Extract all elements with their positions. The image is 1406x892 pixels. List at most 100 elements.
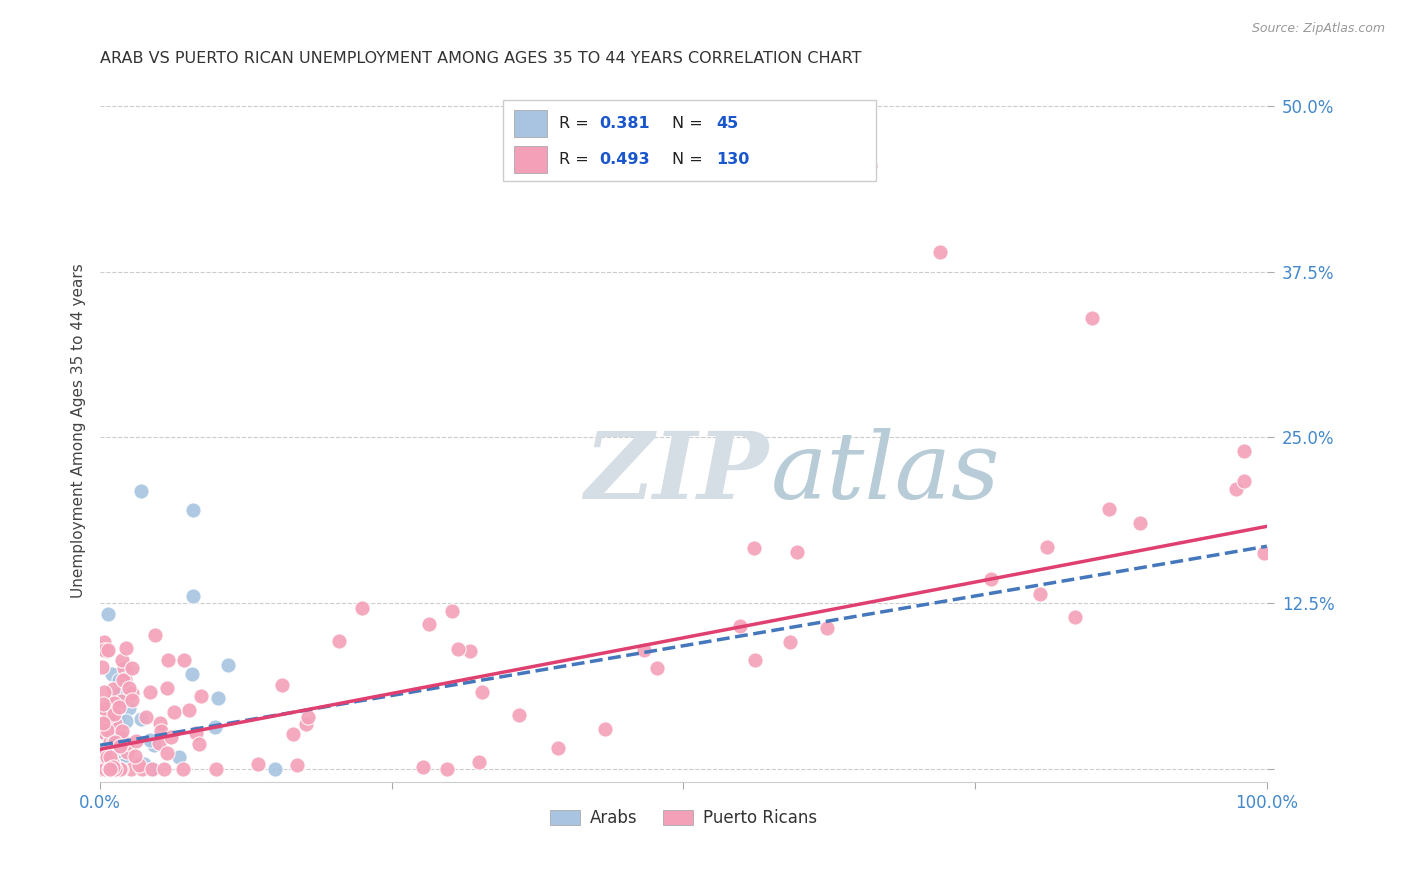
Point: [105, 762, 128, 776]
Point: [124, 749, 146, 764]
Point: [148, 736, 170, 750]
Point: [101, 666, 124, 681]
Text: Source: ZipAtlas.com: Source: ZipAtlas.com: [1251, 22, 1385, 36]
Text: ZIP: ZIP: [585, 428, 769, 518]
Point: [98, 739, 121, 754]
FancyBboxPatch shape: [503, 101, 876, 181]
Point: [264, 762, 287, 776]
Point: [350, 600, 373, 615]
Point: [105, 762, 128, 776]
Point: [297, 709, 319, 723]
Point: [90, 761, 112, 775]
Text: atlas: atlas: [770, 428, 1001, 518]
Point: [1129, 516, 1152, 531]
Point: [132, 756, 155, 771]
Point: [460, 644, 482, 658]
Text: ARAB VS PUERTO RICAN UNEMPLOYMENT AMONG AGES 35 TO 44 YEARS CORRELATION CHART: ARAB VS PUERTO RICAN UNEMPLOYMENT AMONG …: [100, 51, 862, 66]
Point: [97, 642, 120, 657]
Point: [117, 736, 139, 750]
Point: [742, 541, 765, 555]
Point: [190, 689, 212, 703]
Point: [114, 640, 136, 655]
Point: [114, 750, 136, 764]
Point: [98, 753, 121, 767]
Point: [1253, 546, 1275, 560]
Point: [90, 753, 112, 767]
Point: [815, 621, 838, 635]
Point: [149, 716, 172, 731]
Point: [91, 715, 114, 730]
Point: [96, 723, 118, 737]
Point: [98, 696, 121, 710]
Point: [217, 658, 239, 673]
Point: [129, 712, 152, 726]
Point: [103, 696, 125, 710]
Text: N =: N =: [672, 116, 707, 131]
Point: [471, 684, 494, 698]
Text: 130: 130: [716, 152, 749, 167]
Point: [121, 686, 143, 700]
Point: [93, 634, 115, 648]
Point: [110, 653, 132, 667]
Point: [129, 483, 152, 498]
Text: R =: R =: [558, 116, 593, 131]
Point: [1081, 311, 1104, 326]
Point: [156, 681, 179, 695]
Point: [744, 653, 766, 667]
Point: [96, 750, 118, 764]
Text: 45: 45: [716, 116, 738, 131]
Point: [93, 762, 115, 776]
Point: [859, 159, 882, 173]
Point: [143, 628, 166, 642]
Point: [131, 762, 153, 776]
Point: [156, 746, 179, 760]
Point: [105, 740, 128, 755]
Point: [111, 694, 134, 708]
Point: [90, 762, 112, 776]
Point: [283, 727, 305, 741]
Point: [91, 762, 114, 776]
Text: N =: N =: [672, 152, 707, 167]
Point: [101, 681, 124, 696]
Point: [1232, 443, 1254, 458]
Point: [181, 667, 204, 681]
Point: [115, 662, 138, 676]
Text: 0.381: 0.381: [599, 116, 650, 131]
Point: [779, 635, 801, 649]
Point: [980, 573, 1002, 587]
Point: [94, 701, 117, 715]
Point: [107, 744, 129, 758]
Point: [647, 661, 669, 675]
Point: [1225, 482, 1247, 496]
Point: [183, 589, 205, 603]
Point: [103, 760, 125, 774]
Point: [108, 762, 131, 776]
Point: [118, 700, 141, 714]
Point: [118, 681, 141, 695]
Point: [96, 705, 118, 719]
Point: [1098, 502, 1121, 516]
Point: [100, 744, 122, 758]
Point: [183, 503, 205, 517]
Point: [107, 762, 129, 776]
Point: [467, 755, 489, 769]
Point: [246, 756, 269, 771]
Point: [112, 661, 135, 675]
Point: [121, 661, 143, 675]
Point: [508, 708, 530, 723]
Point: [98, 762, 121, 776]
Point: [91, 716, 114, 731]
Point: [114, 672, 136, 686]
Point: [418, 616, 440, 631]
Point: [285, 758, 308, 772]
Point: [98, 709, 121, 723]
Point: [98, 734, 121, 748]
Point: [98, 749, 121, 764]
Point: [104, 762, 127, 776]
Point: [128, 758, 150, 772]
Point: [728, 619, 751, 633]
Point: [447, 641, 470, 656]
Point: [104, 734, 127, 748]
Point: [101, 756, 124, 770]
Point: [110, 730, 132, 744]
